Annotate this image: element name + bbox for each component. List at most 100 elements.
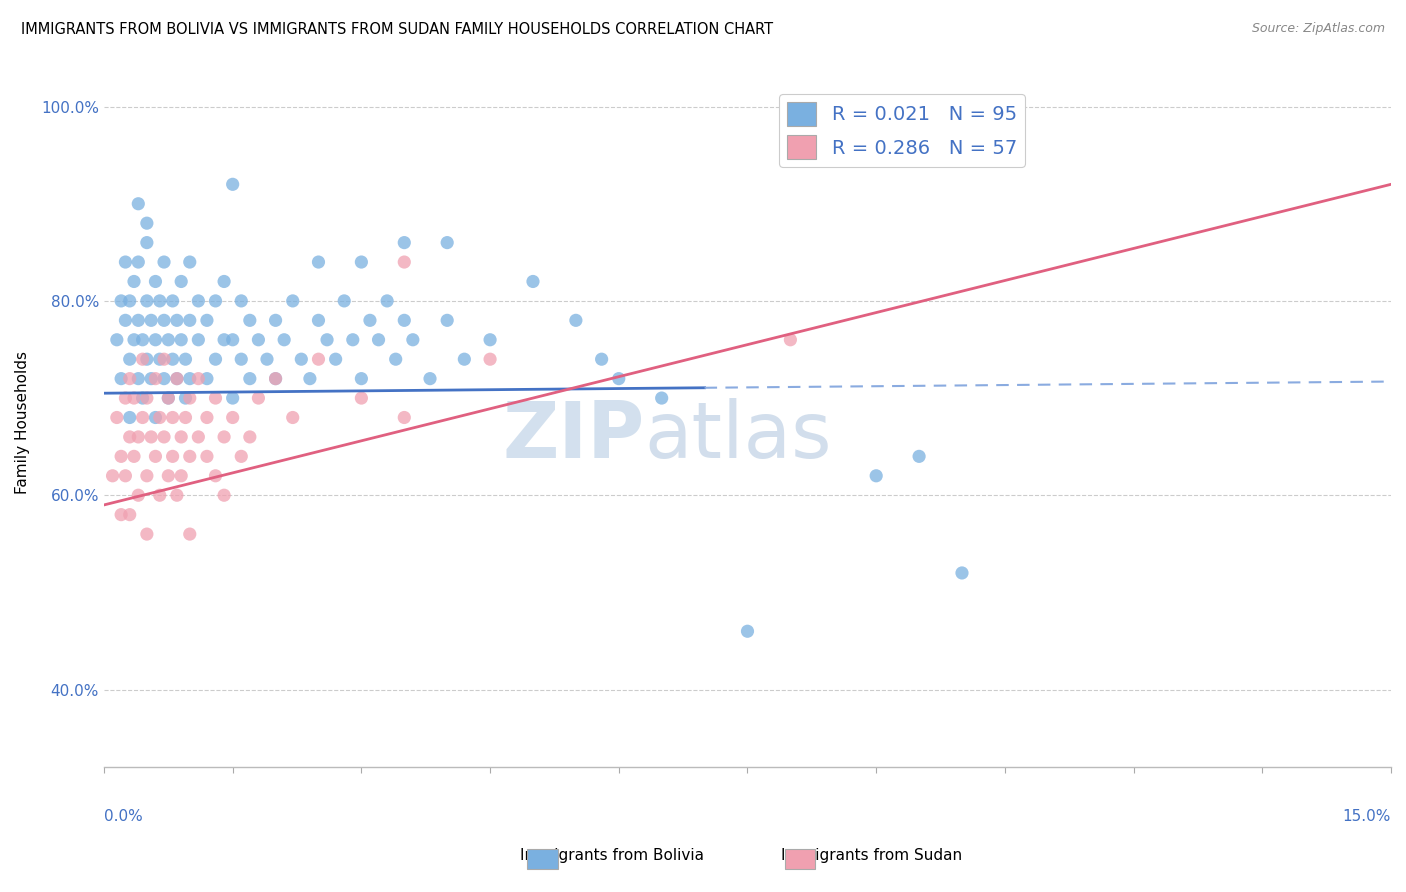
Point [308, 352, 330, 367]
Point [141, 313, 163, 327]
Point [950, 566, 973, 580]
Point [145, 333, 167, 347]
Point [367, 333, 389, 347]
Point [591, 352, 613, 367]
Point [114, 255, 136, 269]
Text: atlas: atlas [644, 398, 832, 475]
Point [737, 624, 759, 639]
Point [135, 391, 157, 405]
Point [187, 430, 209, 444]
Point [247, 333, 270, 347]
Point [239, 313, 262, 327]
Point [157, 333, 180, 347]
Point [187, 333, 209, 347]
Point [179, 371, 201, 385]
Point [127, 196, 149, 211]
Point [179, 255, 201, 269]
Point [162, 450, 184, 464]
Point [394, 255, 416, 269]
Point [264, 371, 287, 385]
Point [157, 391, 180, 405]
Point [204, 391, 226, 405]
Point [316, 333, 339, 347]
Point [127, 430, 149, 444]
Text: Source: ZipAtlas.com: Source: ZipAtlas.com [1251, 22, 1385, 36]
Point [350, 371, 373, 385]
Point [166, 488, 188, 502]
Point [212, 333, 235, 347]
Point [153, 430, 176, 444]
Point [153, 352, 176, 367]
Point [298, 371, 321, 385]
Point [170, 333, 193, 347]
Point [122, 333, 145, 347]
Point [118, 352, 141, 367]
Point [135, 527, 157, 541]
Point [522, 275, 544, 289]
Point [105, 333, 128, 347]
Point [135, 352, 157, 367]
Point [239, 430, 262, 444]
Point [122, 275, 145, 289]
Point [453, 352, 475, 367]
Point [204, 468, 226, 483]
Point [166, 371, 188, 385]
Point [308, 313, 330, 327]
Point [149, 352, 172, 367]
Text: IMMIGRANTS FROM BOLIVIA VS IMMIGRANTS FROM SUDAN FAMILY HOUSEHOLDS CORRELATION C: IMMIGRANTS FROM BOLIVIA VS IMMIGRANTS FR… [21, 22, 773, 37]
Point [281, 293, 304, 308]
Point [221, 391, 243, 405]
Point [157, 468, 180, 483]
Point [141, 430, 163, 444]
Point [145, 371, 167, 385]
Point [110, 371, 132, 385]
Point [114, 468, 136, 483]
Point [127, 255, 149, 269]
Point [239, 371, 262, 385]
Y-axis label: Family Households: Family Households [15, 351, 30, 494]
Point [135, 235, 157, 250]
Point [153, 255, 176, 269]
Point [212, 430, 235, 444]
Point [162, 410, 184, 425]
Point [122, 450, 145, 464]
Point [195, 410, 218, 425]
Point [479, 352, 502, 367]
Point [908, 450, 931, 464]
Point [607, 371, 630, 385]
Point [157, 391, 180, 405]
Point [145, 275, 167, 289]
Point [135, 293, 157, 308]
Point [135, 468, 157, 483]
Point [436, 235, 458, 250]
Point [375, 293, 398, 308]
Point [166, 313, 188, 327]
Point [204, 293, 226, 308]
Legend: R = 0.021   N = 95, R = 0.286   N = 57: R = 0.021 N = 95, R = 0.286 N = 57 [779, 94, 1025, 167]
Point [394, 235, 416, 250]
Point [141, 371, 163, 385]
Point [419, 371, 441, 385]
Point [131, 410, 153, 425]
Point [212, 275, 235, 289]
Point [290, 352, 312, 367]
Point [231, 352, 253, 367]
Point [359, 313, 381, 327]
Point [114, 391, 136, 405]
Point [565, 313, 588, 327]
Point [118, 508, 141, 522]
Point [131, 333, 153, 347]
Point [651, 391, 673, 405]
Point [394, 313, 416, 327]
Point [402, 333, 425, 347]
Point [308, 255, 330, 269]
Point [779, 333, 801, 347]
Text: 15.0%: 15.0% [1343, 809, 1391, 823]
Point [127, 371, 149, 385]
Point [479, 333, 502, 347]
Point [162, 293, 184, 308]
Point [350, 255, 373, 269]
Point [170, 275, 193, 289]
Point [166, 371, 188, 385]
Point [170, 468, 193, 483]
